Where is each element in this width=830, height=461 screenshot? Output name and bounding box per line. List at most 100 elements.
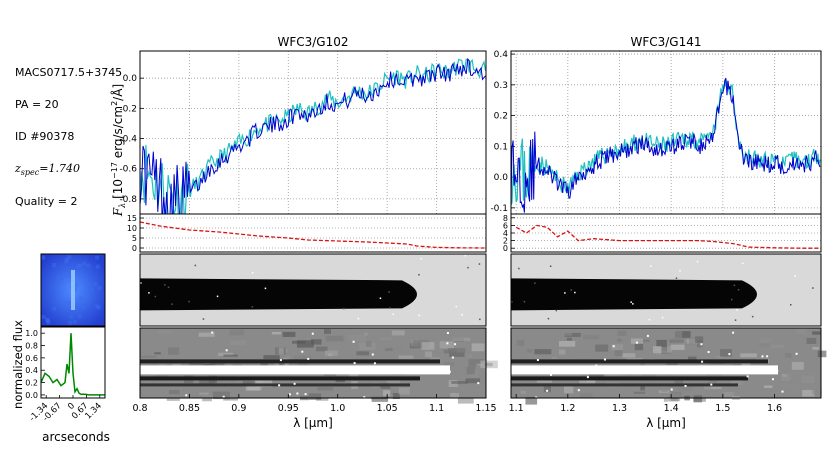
g102-data-2d-noise-6 bbox=[424, 351, 433, 358]
g102-spectrum-ytick-label-1: -0.6 bbox=[119, 165, 137, 175]
g141-data-2d-noise-13 bbox=[543, 384, 551, 393]
g141-data-2d-hot-pixel-23 bbox=[728, 353, 731, 356]
g141-data-2d-noise-100 bbox=[724, 392, 734, 398]
g102-data-2d-noise-39 bbox=[387, 379, 401, 387]
redshift-label: zspec=1.740 bbox=[15, 162, 80, 177]
g102-data-2d-noise-61 bbox=[371, 396, 389, 402]
g141-data-2d-hot-pixel-0 bbox=[635, 341, 638, 344]
spatial-profile-ytick-label-1: 0.2 bbox=[25, 379, 38, 388]
g141-data-2d-hot-pixel-24 bbox=[646, 334, 649, 337]
g141-model-2d-pixel-23 bbox=[564, 292, 566, 294]
g102-data-2d-noise-30 bbox=[199, 392, 209, 395]
g141-data-2d-hot-pixel-16 bbox=[766, 355, 769, 358]
g141-wavelength-axis-xtick-label-1: 1.2 bbox=[560, 403, 575, 414]
g102-data-2d-noise-0 bbox=[203, 363, 215, 367]
thumbnail-noise-16 bbox=[41, 314, 46, 319]
g102-data-2d-noise-85 bbox=[292, 340, 306, 344]
g141-model-2d-pixel-2 bbox=[518, 267, 520, 270]
g102-model-2d-trace bbox=[140, 278, 417, 311]
thumbnail-noise-36 bbox=[95, 304, 100, 309]
g102-data-2d-bright-trace bbox=[140, 365, 450, 375]
g141-model-2d-pixel-1 bbox=[734, 319, 737, 321]
g141-data-2d-noise-104 bbox=[671, 391, 682, 397]
g102-data-2d-hot-pixel-19 bbox=[363, 396, 366, 399]
g102-data-2d-noise-88 bbox=[392, 393, 400, 399]
g102-model-2d-pixel-1 bbox=[418, 314, 420, 317]
g102-data-2d-noise-77 bbox=[242, 380, 257, 386]
g141-data-2d-noise-22 bbox=[715, 355, 723, 359]
g102-wavelength-axis-xtick-label-7: 1.15 bbox=[475, 403, 496, 414]
thumbnail-noise-32 bbox=[52, 263, 57, 267]
g141-model-2d-pixel-16 bbox=[736, 309, 738, 311]
g141-data-2d-hot-pixel-19 bbox=[670, 388, 673, 391]
g102-model-2d-pixel-6 bbox=[389, 307, 391, 309]
g102-spectrum-ytick-label-4: 0.0 bbox=[123, 74, 138, 84]
g102-wavelength-axis-label: λ [μm] bbox=[293, 416, 333, 430]
thumbnail-noise-13 bbox=[77, 314, 82, 319]
g141-spectrum-ytick-label-3: 0.2 bbox=[494, 112, 508, 122]
g141-data-2d-hot-pixel-4 bbox=[772, 378, 774, 381]
g102-model-2d-pixel-21 bbox=[167, 286, 170, 289]
g102-model-2d-pixel-19 bbox=[418, 274, 420, 276]
spatial-profile-xtick-label-4: 1.34 bbox=[83, 401, 103, 421]
g141-data-2d-hot-pixel-7 bbox=[732, 331, 735, 334]
thumbnail-noise-7 bbox=[56, 275, 61, 280]
g141-data-2d-hot-pixel-9 bbox=[546, 389, 549, 392]
g141-contamination-line bbox=[515, 224, 821, 249]
g141-data-2d-noise-34 bbox=[802, 390, 815, 397]
g141-data-2d-noise-25 bbox=[730, 378, 743, 386]
g102-data-2d-hot-pixel-24 bbox=[307, 357, 310, 360]
g141-data-2d-noise-86 bbox=[682, 331, 691, 338]
g141-data-2d-hot-pixel-5 bbox=[536, 359, 539, 361]
g141-model-2d-pixel-5 bbox=[751, 315, 754, 318]
g102-model-2d-pixel-2 bbox=[461, 314, 463, 316]
g102-data-2d-noise-49 bbox=[471, 343, 485, 352]
g141-contamination-ytick-label-4: 8 bbox=[503, 214, 508, 223]
g102-data-2d-hot-pixel-8 bbox=[288, 393, 291, 396]
g141-data-2d-frame bbox=[510, 327, 822, 399]
g102-model-2d-pixel-20 bbox=[171, 303, 173, 305]
g141-model-2d-pixel-25 bbox=[812, 287, 814, 289]
g102-model-2d-pixel-24 bbox=[264, 287, 267, 290]
g141-data-2d-noise-41 bbox=[660, 346, 672, 355]
spatial-profile-ytick-label-2: 0.4 bbox=[25, 366, 38, 375]
g141-data-2d-hot-pixel-21 bbox=[761, 355, 764, 358]
thumbnail-source bbox=[71, 270, 75, 310]
redshift-symbol: z bbox=[15, 162, 21, 175]
g141-data-2d-noise-92 bbox=[693, 395, 703, 403]
g141-data-2d-noise-90 bbox=[720, 349, 732, 357]
g141-model-2d-pixel-11 bbox=[523, 300, 526, 303]
g102-data-2d-noise-54 bbox=[325, 350, 339, 356]
g102-data-2d-hot-pixel-9 bbox=[311, 332, 314, 335]
g102-model-2d-pixel-25 bbox=[154, 295, 157, 298]
g141-data-2d-noise-85 bbox=[559, 341, 576, 347]
g141-model-2d bbox=[510, 253, 822, 327]
thumbnail-noise-0 bbox=[41, 255, 45, 260]
thumbnail-noise-4 bbox=[67, 255, 72, 260]
g141-model-2d-pixel-0 bbox=[511, 301, 513, 303]
g102-data-2d-noise-12 bbox=[386, 346, 405, 351]
g102-data-2d-noise-34 bbox=[356, 351, 370, 356]
thumbnail-noise-34 bbox=[89, 287, 94, 292]
g141-data-2d-hot-pixel-20 bbox=[781, 390, 784, 393]
g141-wavelength-axis-xtick-label-4: 1.5 bbox=[715, 403, 730, 414]
g141-data-2d-noise-56 bbox=[696, 339, 703, 348]
g141-data-2d-noise-115 bbox=[617, 338, 622, 342]
g141-data-2d-noise-93 bbox=[812, 347, 819, 350]
g141-data-2d-hot-pixel-15 bbox=[604, 358, 606, 361]
object-id: ID #90378 bbox=[15, 130, 75, 143]
g141-spectrum-ytick-label-2: 0.1 bbox=[494, 142, 508, 152]
g141-wavelength-axis-xtick-label-3: 1.4 bbox=[664, 403, 679, 414]
g102-contamination-line bbox=[139, 221, 487, 249]
thumbnail-noise-29 bbox=[68, 301, 73, 306]
g141-data-2d-noise-84 bbox=[611, 344, 624, 351]
g102-model-2d-pixel-23 bbox=[148, 292, 150, 294]
g141-model-2d-pixel-15 bbox=[549, 265, 552, 267]
g141-data-2d-noise-68 bbox=[771, 344, 785, 348]
g141-model-2d-pixel-26 bbox=[742, 262, 744, 265]
g102-data-2d-noise-2 bbox=[282, 331, 296, 337]
g102-data-2d-dark-band-top bbox=[140, 359, 440, 364]
g102-data-2d-noise-87 bbox=[223, 354, 238, 357]
g102-data-2d-noise-45 bbox=[271, 331, 282, 335]
g141-wavelength-axis-xtick-label-5: 1.6 bbox=[767, 403, 782, 414]
